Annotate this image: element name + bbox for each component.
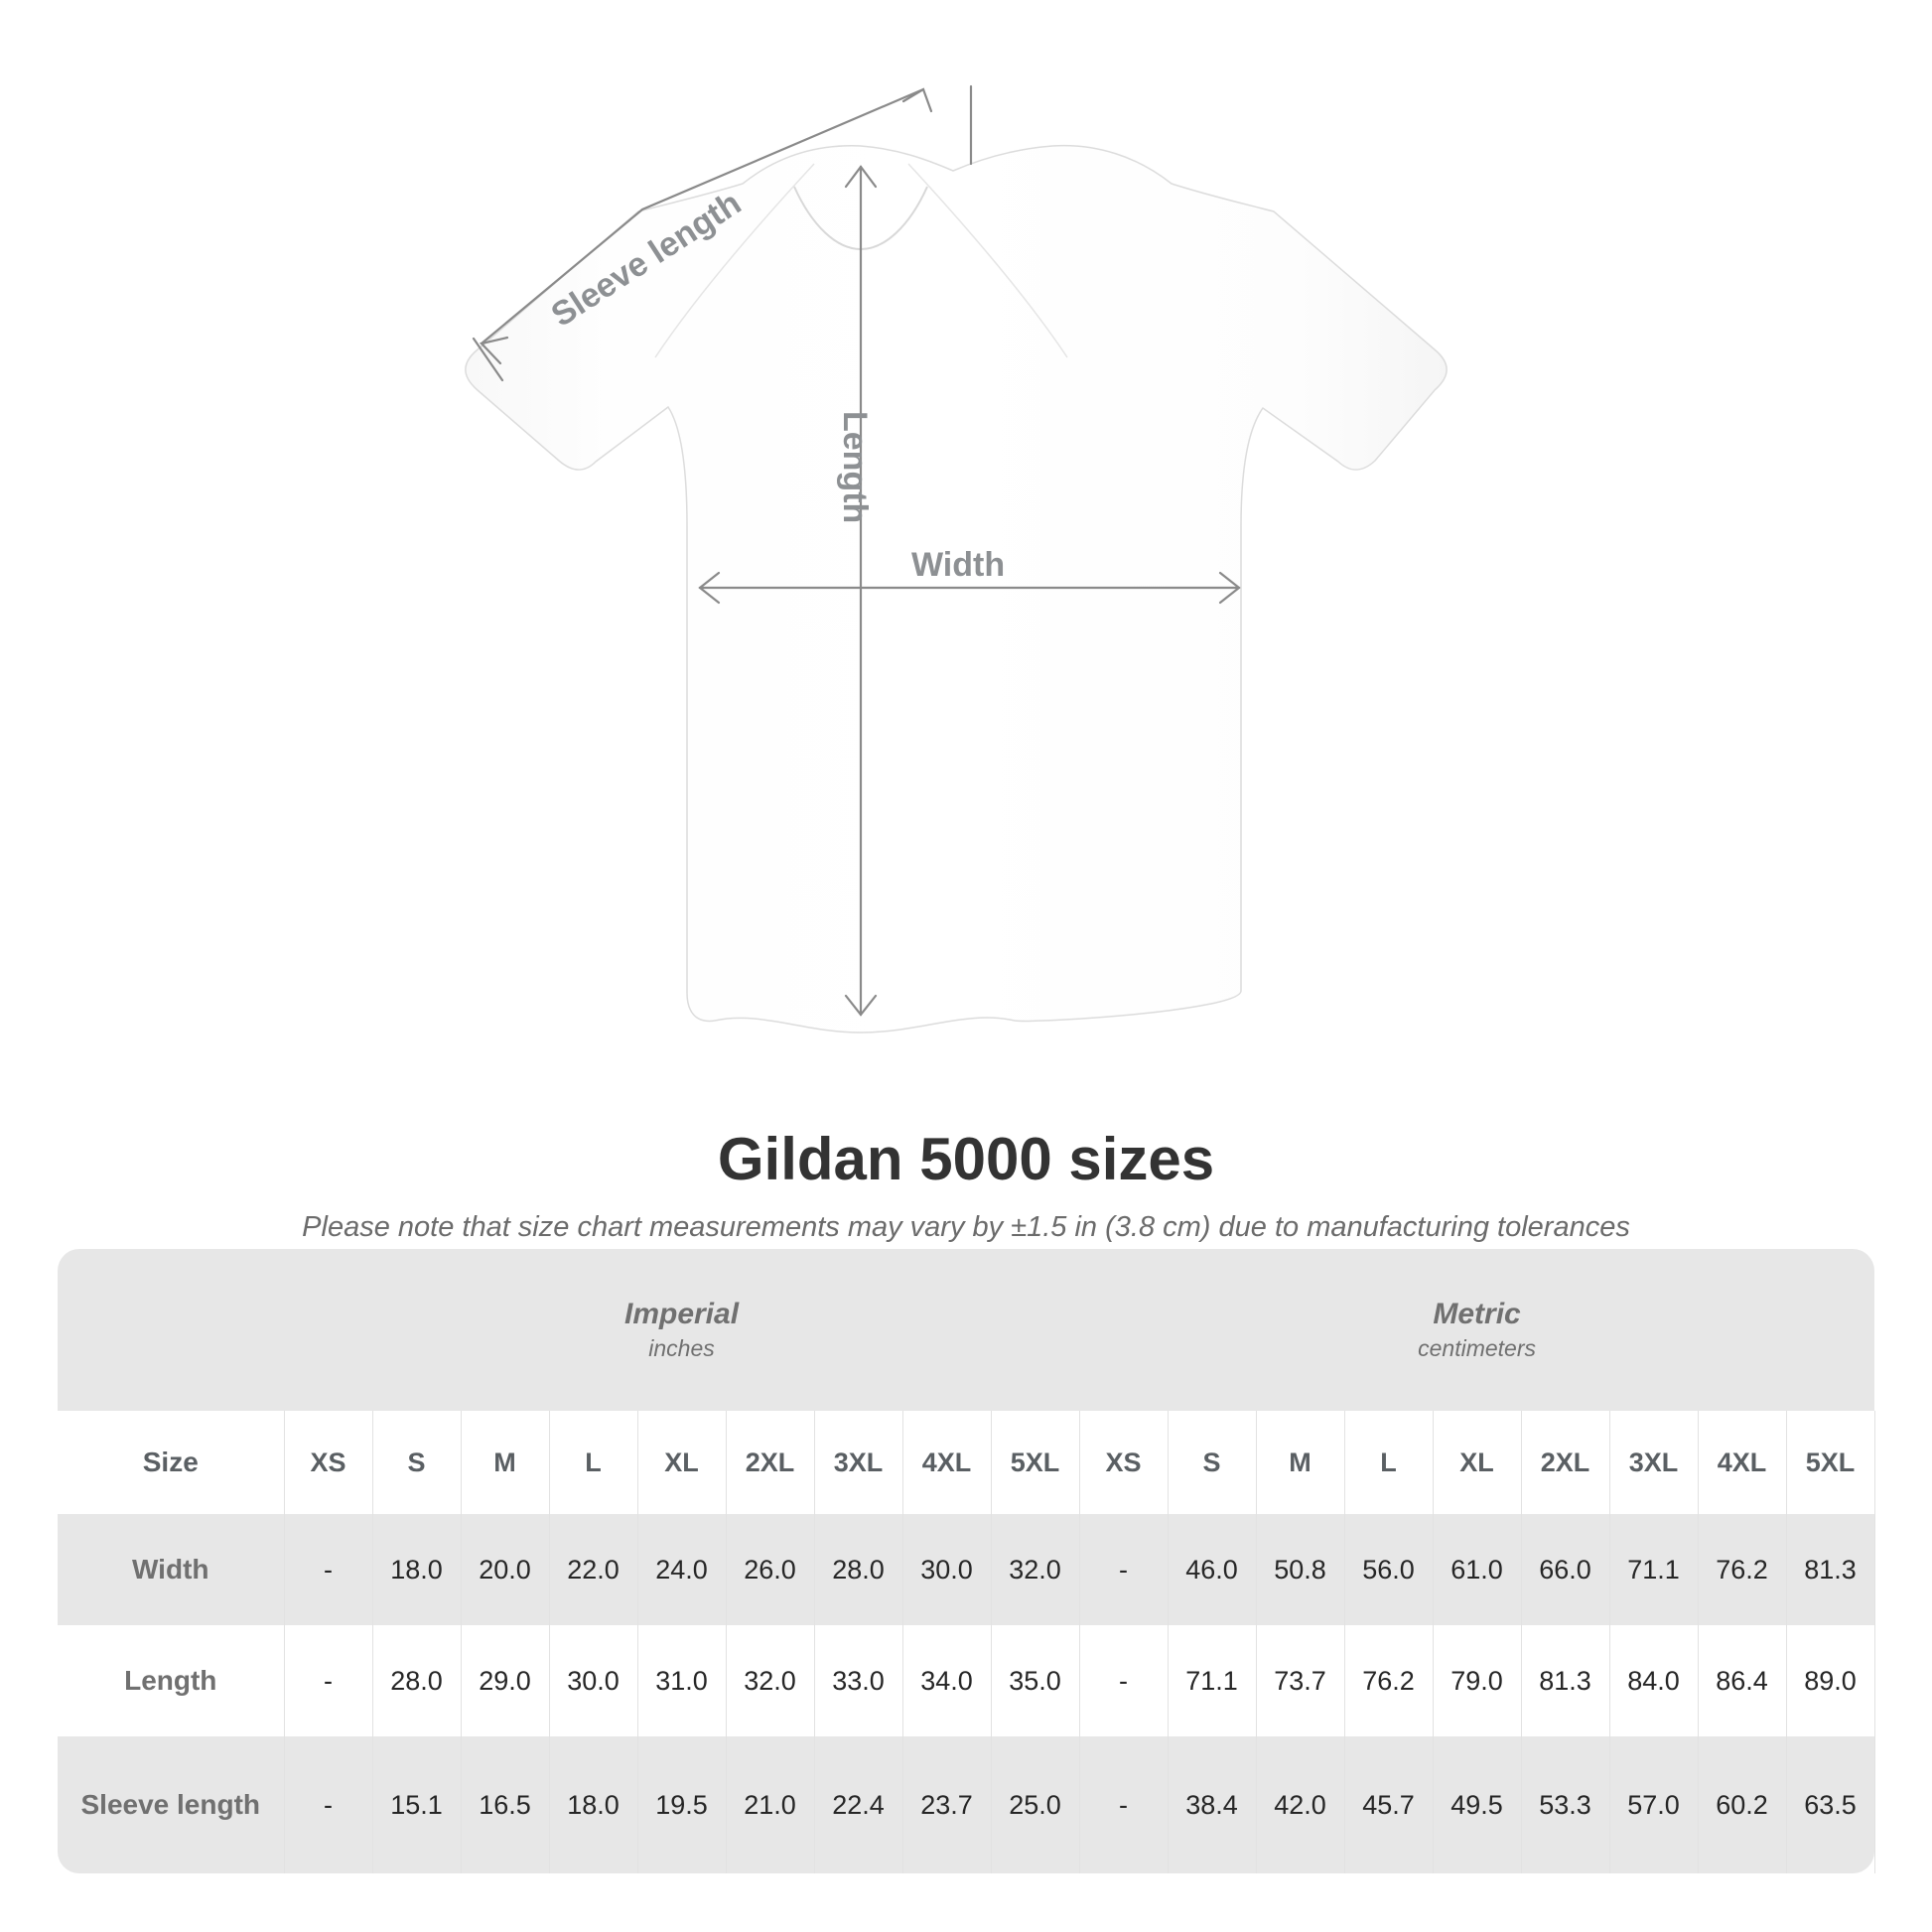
- svg-text:Length: Length: [836, 411, 874, 523]
- svg-text:Width: Width: [911, 546, 1005, 584]
